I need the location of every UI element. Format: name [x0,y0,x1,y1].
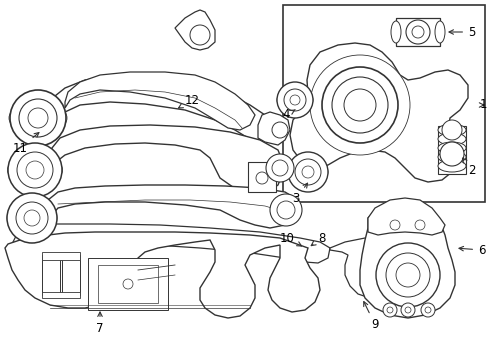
Text: 6: 6 [459,243,486,256]
Circle shape [322,67,398,143]
Text: 12: 12 [178,94,200,108]
Text: 9: 9 [364,302,379,331]
Bar [42,292,80,298]
Polygon shape [48,185,298,228]
Circle shape [344,89,376,121]
Circle shape [390,220,400,230]
Ellipse shape [438,133,466,145]
Circle shape [256,172,268,184]
Circle shape [123,279,133,289]
Text: 3: 3 [293,183,308,204]
Circle shape [290,95,300,105]
Text: 7: 7 [96,312,104,335]
Circle shape [288,152,328,192]
Ellipse shape [7,155,63,185]
Bar [42,252,80,260]
Ellipse shape [288,161,328,183]
Circle shape [440,142,464,166]
Polygon shape [5,232,320,318]
Ellipse shape [7,204,57,232]
Ellipse shape [438,124,466,136]
Bar [248,162,276,192]
Circle shape [277,82,313,118]
Circle shape [8,143,62,197]
Circle shape [295,159,321,185]
Circle shape [310,55,410,155]
Polygon shape [175,10,215,50]
Text: 8: 8 [311,231,325,246]
Text: 11: 11 [13,132,39,154]
Circle shape [284,89,306,111]
Text: 4: 4 [283,108,295,122]
Circle shape [425,307,431,313]
Polygon shape [330,238,415,298]
Circle shape [387,307,393,313]
Circle shape [386,253,430,297]
Ellipse shape [9,102,67,134]
Circle shape [16,202,48,234]
Polygon shape [50,125,282,195]
Polygon shape [368,198,445,235]
Ellipse shape [438,151,466,163]
Bar [396,18,440,46]
Polygon shape [258,112,290,145]
Bar [248,162,276,192]
Circle shape [302,166,314,178]
Ellipse shape [438,160,466,172]
Polygon shape [12,224,330,263]
Circle shape [396,263,420,287]
Bar [395,262,410,277]
Bar [42,255,60,295]
Bar [98,265,158,303]
Circle shape [19,99,57,137]
Circle shape [10,90,66,146]
Ellipse shape [435,21,445,43]
Text: 2: 2 [463,158,475,176]
Polygon shape [360,203,455,318]
Circle shape [415,220,425,230]
Text: 5: 5 [449,26,475,39]
Bar [88,258,168,310]
Circle shape [401,303,415,317]
Polygon shape [65,72,255,130]
Ellipse shape [277,90,313,110]
Circle shape [266,154,294,182]
Circle shape [406,20,430,44]
Circle shape [376,243,440,307]
Bar [62,255,80,295]
Circle shape [442,120,462,140]
Text: 10: 10 [280,231,301,246]
Ellipse shape [438,142,466,154]
Polygon shape [290,43,468,182]
Circle shape [272,160,288,176]
Bar [438,126,466,174]
Circle shape [421,303,435,317]
Circle shape [272,122,288,138]
Circle shape [332,77,388,133]
Circle shape [405,307,411,313]
Text: 1: 1 [479,99,487,112]
Circle shape [270,194,302,226]
Circle shape [24,210,40,226]
Circle shape [277,201,295,219]
Polygon shape [48,75,272,140]
Ellipse shape [391,21,401,43]
Circle shape [7,193,57,243]
Circle shape [17,152,53,188]
Circle shape [383,303,397,317]
Circle shape [412,26,424,38]
Circle shape [190,25,210,45]
Bar [283,5,485,202]
Circle shape [26,161,44,179]
Circle shape [28,108,48,128]
